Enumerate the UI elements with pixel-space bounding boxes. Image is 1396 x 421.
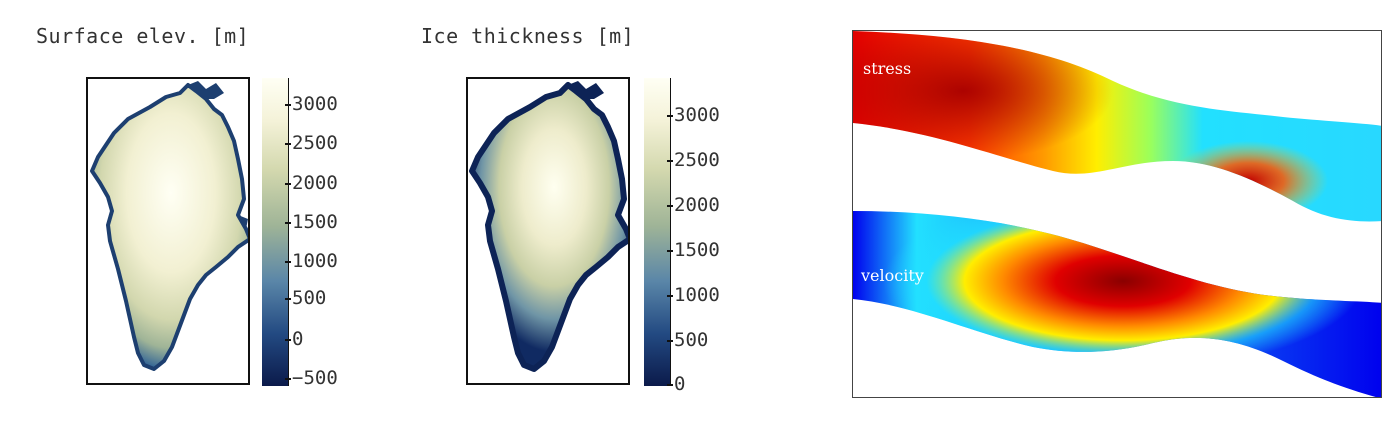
greenland-thickness-shape xyxy=(469,81,628,372)
surface-elevation-gradient xyxy=(262,78,288,386)
colorbar-tick xyxy=(285,183,291,185)
velocity-label: velocity xyxy=(861,266,924,285)
ice-thickness-gradient xyxy=(644,78,670,386)
colorbar-tick xyxy=(667,205,673,207)
colorbar-tick xyxy=(667,160,673,162)
colorbar-tick xyxy=(285,261,291,263)
colorbar-tick-label: 1000 xyxy=(292,250,338,272)
colorbar-tick-label: 1500 xyxy=(292,211,338,233)
colorbar-tick xyxy=(285,339,291,341)
ice-thickness-colorbar xyxy=(644,78,670,386)
colorbar-tick xyxy=(667,250,673,252)
colorbar-tick xyxy=(285,222,291,224)
flow-simulation-panel: stress velocity xyxy=(852,30,1382,398)
colorbar-tick xyxy=(667,340,673,342)
stress-band xyxy=(853,31,1381,222)
ice-thickness-map xyxy=(466,77,630,385)
colorbar-tick xyxy=(667,295,673,297)
colorbar-tick-label: 1000 xyxy=(674,284,720,306)
colorbar-tick xyxy=(667,384,673,386)
colorbar-tick-label: 2500 xyxy=(674,149,720,171)
surface-elevation-title: Surface elev. [m] xyxy=(36,24,250,48)
stress-label: stress xyxy=(863,59,912,78)
colorbar-tick xyxy=(285,104,291,106)
flow-bands xyxy=(853,31,1381,397)
colorbar-tick-label: 2500 xyxy=(292,132,338,154)
ice-thickness-title: Ice thickness [m] xyxy=(421,24,635,48)
colorbar-tick-label: 3000 xyxy=(292,93,338,115)
colorbar-tick xyxy=(667,115,673,117)
surface-elevation-colorbar xyxy=(262,78,288,386)
colorbar-tick-label: 2000 xyxy=(292,172,338,194)
colorbar-tick-label: 2000 xyxy=(674,194,720,216)
colorbar-tick-label: 3000 xyxy=(674,104,720,126)
surface-elevation-map xyxy=(86,77,250,385)
colorbar-tick-label: 500 xyxy=(674,329,709,351)
velocity-band xyxy=(853,211,1381,397)
colorbar-tick xyxy=(285,378,291,380)
colorbar-tick xyxy=(285,143,291,145)
colorbar-tick-label: 0 xyxy=(674,373,686,395)
colorbar-tick-label: 0 xyxy=(292,328,304,350)
colorbar-tick-label: 500 xyxy=(292,287,327,309)
ice-thickness-colorbar-axis xyxy=(670,78,671,386)
greenland-surface-shape xyxy=(90,81,248,371)
colorbar-tick xyxy=(285,298,291,300)
colorbar-tick-label: 1500 xyxy=(674,239,720,261)
colorbar-tick-label: −500 xyxy=(292,367,338,389)
surface-elevation-colorbar-axis xyxy=(288,78,289,386)
